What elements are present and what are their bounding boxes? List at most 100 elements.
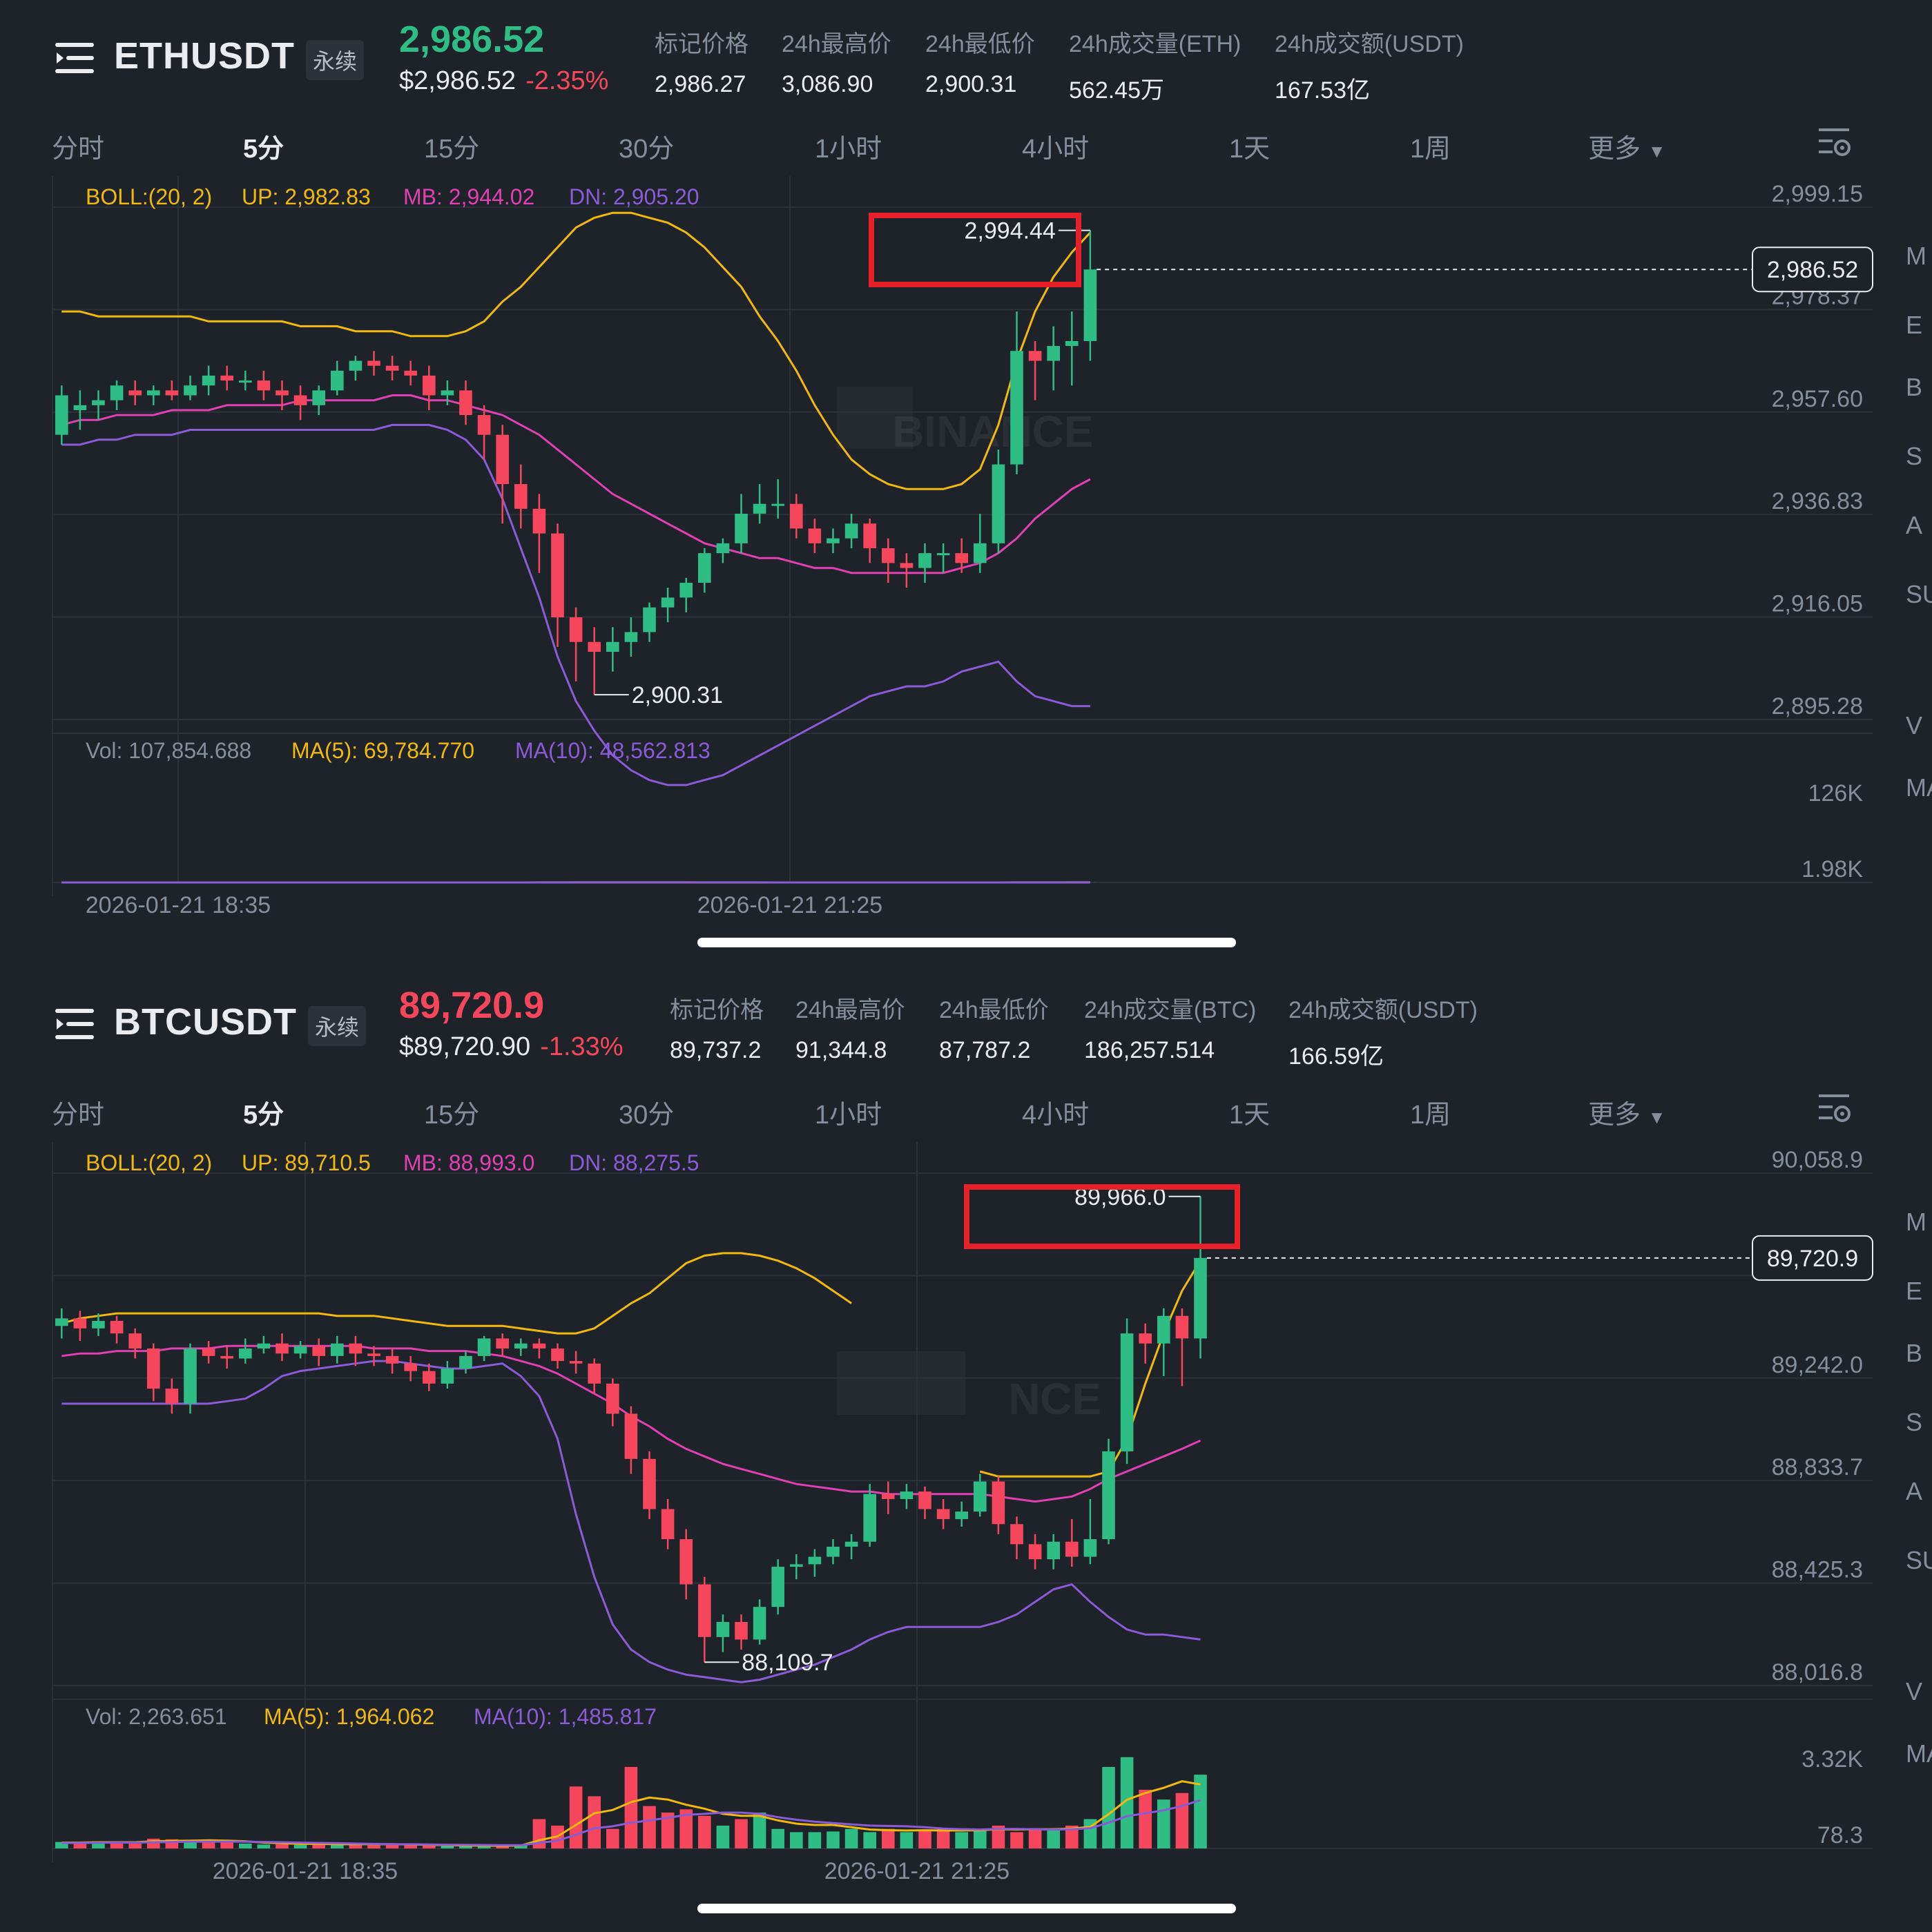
scroll-home-indicator[interactable] xyxy=(697,1904,1236,1913)
symbol-title[interactable]: BTCUSDT xyxy=(114,1001,297,1043)
side-panel-letter: MA xyxy=(1906,773,1932,802)
tab-15m[interactable]: 15分 xyxy=(424,135,480,164)
volume-bar xyxy=(349,1844,363,1848)
change-percent: -2.35% xyxy=(525,66,609,95)
tab-5m[interactable]: 5分 xyxy=(243,135,284,164)
btc-candlestick-chart[interactable]: 90,058.989,650.489,242.088,833.788,425.3… xyxy=(0,966,1892,1891)
usd-price: $2,986.52 xyxy=(399,66,516,95)
candle-body xyxy=(349,1343,363,1354)
stat-24h-low: 24h最低价 2,900.31 xyxy=(925,25,1035,98)
volume-bar xyxy=(955,1832,969,1848)
scroll-home-indicator[interactable] xyxy=(697,938,1236,947)
side-panel-letter: V xyxy=(1906,711,1923,740)
boll-legend-item: BOLL:(20, 2) xyxy=(86,184,212,209)
chart-settings-icon[interactable] xyxy=(1817,1090,1852,1125)
candle-body xyxy=(1065,1541,1079,1557)
stat-label: 24h最高价 xyxy=(782,31,891,57)
volume-bar xyxy=(808,1832,822,1848)
candle-body xyxy=(1194,1257,1207,1339)
price-tick-label: 2,916.05 xyxy=(1772,591,1863,617)
volume-bar xyxy=(900,1832,914,1848)
volume-bar xyxy=(220,1842,234,1848)
chart-settings-icon[interactable] xyxy=(1817,124,1852,159)
interval-tabs: 分时 5分 15分 30分 1小时 4小时 1天 1周 更多 ▼ xyxy=(0,117,1892,173)
tab-15m[interactable]: 15分 xyxy=(424,1101,480,1130)
tab-1h[interactable]: 1小时 xyxy=(815,135,882,164)
volume-bar xyxy=(184,1842,197,1848)
tab-1h[interactable]: 1小时 xyxy=(815,1101,882,1130)
candle-body xyxy=(881,548,895,563)
tab-more-label: 更多 xyxy=(1588,1101,1641,1130)
candle-body xyxy=(697,553,711,583)
stat-value: 562.45万 xyxy=(1069,77,1164,104)
side-panel-letter: A xyxy=(1906,1477,1923,1505)
candle-body xyxy=(1157,1315,1170,1344)
volume-bar xyxy=(146,1838,160,1848)
volume-legend-item: Vol: 2,263.651 xyxy=(86,1704,227,1729)
candle-body xyxy=(220,375,234,381)
candle-body xyxy=(624,1413,638,1459)
tab-4h[interactable]: 4小时 xyxy=(1022,1101,1090,1130)
stat-label: 24h成交量(BTC) xyxy=(1084,997,1257,1023)
candle-body xyxy=(330,1343,344,1356)
exchange-watermark: NCE xyxy=(1008,1374,1102,1424)
stat-mark-price: 标记价格 89,737.2 xyxy=(670,991,764,1064)
tab-1d[interactable]: 1天 xyxy=(1229,1101,1271,1130)
tab-5m[interactable]: 5分 xyxy=(243,1101,284,1130)
menu-icon[interactable] xyxy=(55,1006,98,1042)
volume-bar xyxy=(1065,1825,1079,1848)
candle-body xyxy=(1047,346,1061,361)
tab-time-sharing[interactable]: 分时 xyxy=(52,135,105,164)
stat-value: 89,737.2 xyxy=(670,1037,762,1063)
tab-1w[interactable]: 1周 xyxy=(1410,1101,1451,1130)
candle-body xyxy=(551,533,564,617)
current-price-tag xyxy=(1752,247,1873,293)
volume-bar xyxy=(293,1844,307,1848)
candle-body xyxy=(1083,269,1097,341)
candle-body xyxy=(276,390,289,396)
stat-24h-low: 24h最低价 87,787.2 xyxy=(939,991,1049,1064)
boll-legend-item: BOLL:(20, 2) xyxy=(86,1150,212,1175)
price-tick-label: 2,999.15 xyxy=(1772,181,1863,207)
volume-bar xyxy=(569,1786,583,1848)
candle-body xyxy=(238,1348,252,1359)
candle-body xyxy=(881,1494,895,1499)
candle-body xyxy=(385,1355,399,1364)
side-panel-letter: SU xyxy=(1906,1546,1932,1574)
tab-more[interactable]: 更多 ▼ xyxy=(1588,1093,1665,1131)
tab-1d[interactable]: 1天 xyxy=(1229,135,1271,164)
tab-time-sharing[interactable]: 分时 xyxy=(52,1101,105,1130)
volume-bar xyxy=(312,1843,326,1848)
highlight-box xyxy=(964,1184,1240,1249)
candle-body xyxy=(588,641,601,652)
candle-body xyxy=(532,1343,546,1349)
stat-label: 24h最低价 xyxy=(925,31,1035,57)
candle-body xyxy=(679,582,693,598)
tab-more[interactable]: 更多 ▼ xyxy=(1588,127,1665,165)
stat-value: 186,257.514 xyxy=(1084,1037,1215,1063)
candle-body xyxy=(1120,1333,1134,1451)
tab-4h[interactable]: 4小时 xyxy=(1022,135,1090,164)
candle-body xyxy=(202,375,215,386)
volume-bar xyxy=(643,1806,656,1848)
tab-30m[interactable]: 30分 xyxy=(619,135,675,164)
candle-body xyxy=(459,390,472,416)
tab-more-label: 更多 xyxy=(1588,135,1641,164)
candle-body xyxy=(753,1607,766,1640)
stat-value: 166.59亿 xyxy=(1288,1043,1384,1070)
tab-1w[interactable]: 1周 xyxy=(1410,135,1451,164)
volume-legend-item: MA(10): 1,485.817 xyxy=(474,1704,657,1729)
menu-icon[interactable] xyxy=(55,40,98,76)
candle-body xyxy=(1010,351,1023,465)
volume-bar xyxy=(992,1825,1005,1848)
candle-body xyxy=(312,1346,326,1356)
candle-body xyxy=(789,503,803,529)
candle-body xyxy=(202,1348,215,1356)
candle-body xyxy=(92,400,105,405)
candle-body xyxy=(128,1333,142,1349)
symbol-title[interactable]: ETHUSDT xyxy=(114,35,295,77)
eth-candlestick-chart[interactable]: 2,999.152,978.372,957.602,936.832,916.05… xyxy=(0,0,1892,925)
tab-30m[interactable]: 30分 xyxy=(619,1101,675,1130)
side-panel-letter: E xyxy=(1906,311,1923,339)
candle-body xyxy=(661,1509,675,1540)
